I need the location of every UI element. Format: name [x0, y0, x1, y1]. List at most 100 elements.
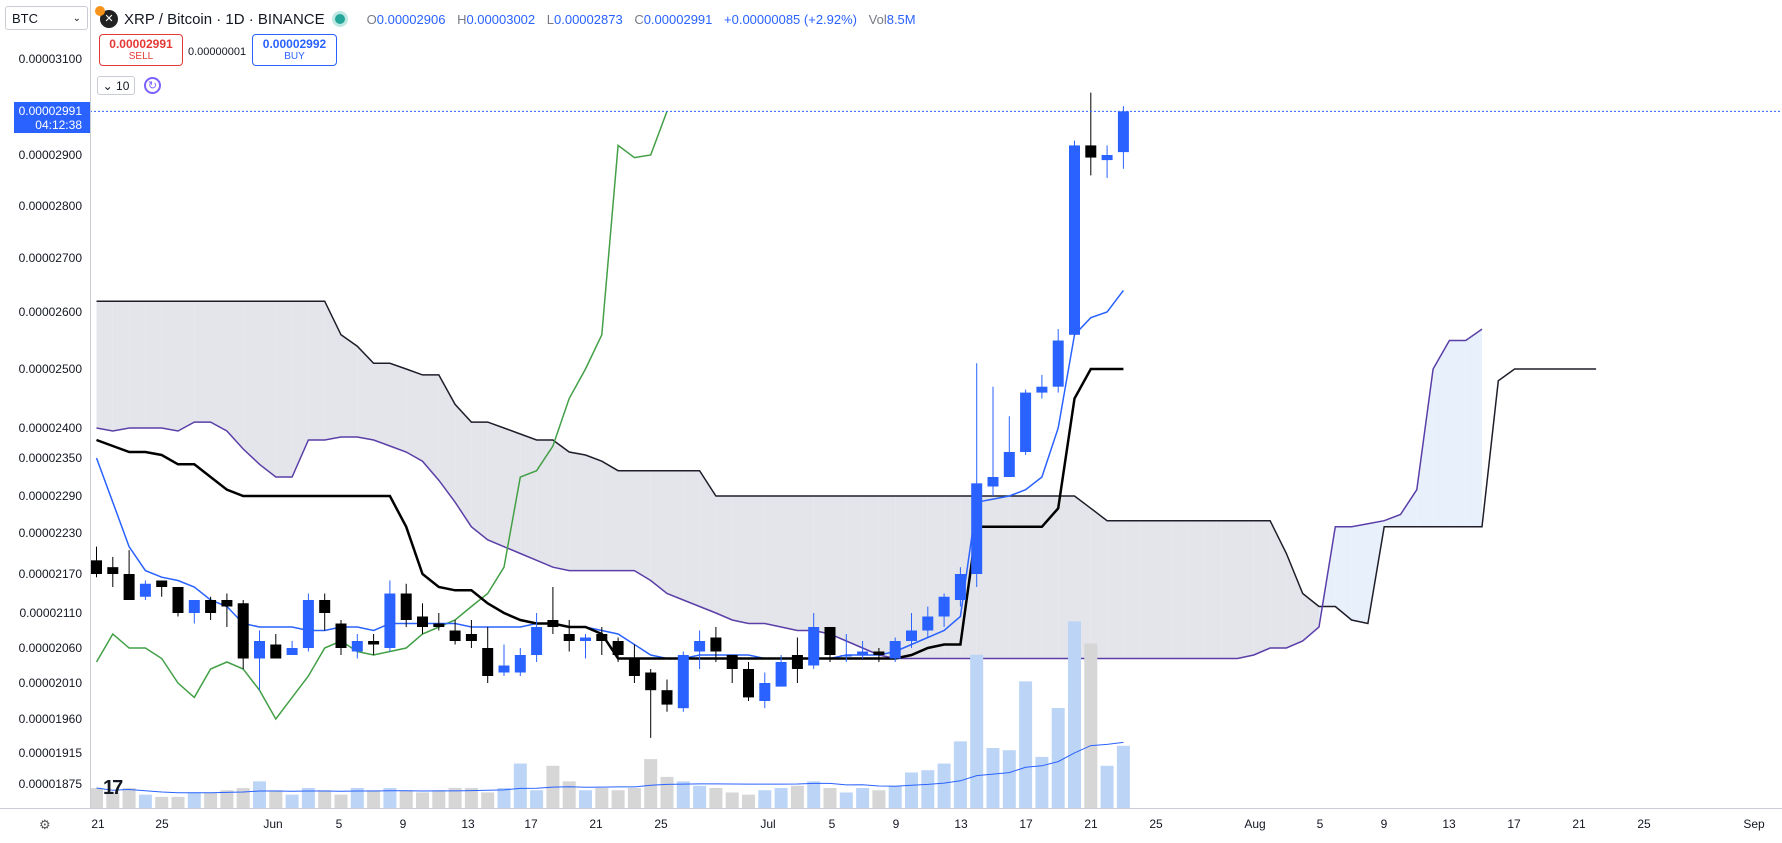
- candle: [726, 655, 738, 683]
- time-tick-label: 21: [91, 817, 105, 831]
- symbol-select[interactable]: BTC ⌄: [5, 6, 88, 30]
- cloud-segment: [226, 301, 244, 449]
- candle-body: [824, 627, 836, 655]
- candle: [286, 641, 298, 655]
- volume-bar: [1051, 708, 1065, 808]
- volume-bar: [742, 794, 755, 808]
- candle-body: [172, 587, 184, 613]
- symbol-title[interactable]: XRP / Bitcoin · 1D · BINANCE: [124, 10, 325, 28]
- cloud-segment: [650, 470, 667, 594]
- price-tick-label: 0.00002400: [19, 421, 83, 435]
- cloud-segment: [1400, 489, 1417, 527]
- time-tick-label: Jul: [760, 817, 775, 831]
- volume-bar: [1002, 750, 1016, 808]
- candle-body: [498, 665, 510, 673]
- cloud-segment: [1465, 329, 1482, 527]
- time-tick-label: 21: [1084, 817, 1098, 831]
- cloud-segment: [634, 470, 651, 581]
- price-tick-label: 0.00002110: [19, 606, 82, 620]
- volume-bar: [921, 770, 935, 808]
- volume-bar: [481, 792, 495, 808]
- volume-bar: [497, 788, 511, 808]
- cloud-segment: [96, 301, 113, 431]
- candle-body: [368, 641, 380, 645]
- candle: [873, 648, 885, 662]
- xrp-btc-icon: ✕: [95, 6, 118, 28]
- volume-bar: [709, 788, 723, 808]
- volume-bar: [986, 748, 1000, 808]
- volume-bar: [970, 654, 984, 808]
- time-tick-label: 25: [155, 817, 169, 831]
- sell-price: 0.00002991: [109, 37, 173, 51]
- low-value: 0.00002873: [554, 11, 623, 27]
- open-value: 0.00002906: [376, 11, 446, 27]
- candle-body: [417, 616, 428, 627]
- candle-body: [987, 477, 999, 487]
- interval-select[interactable]: ⌄ 10: [97, 76, 135, 95]
- candle: [677, 651, 689, 712]
- candle-body: [808, 627, 820, 666]
- candle: [1101, 145, 1113, 178]
- tradingview-logo-icon[interactable]: 17: [103, 777, 123, 799]
- volume-bar: [334, 794, 348, 808]
- price-tick-label: 0.00002230: [19, 526, 83, 540]
- refresh-icon[interactable]: ↻: [144, 77, 161, 94]
- candle-body: [612, 641, 624, 655]
- candle: [482, 627, 494, 683]
- ichimoku-cloud: [96, 300, 1597, 660]
- cloud-segment: [1433, 340, 1450, 527]
- candle: [498, 644, 510, 676]
- volume-bar: [432, 790, 446, 808]
- price-tick-label: 0.00002170: [19, 567, 83, 581]
- time-tick-label: 17: [524, 817, 538, 831]
- cloud-segment: [438, 374, 456, 503]
- volume-bar: [448, 788, 462, 808]
- candle: [449, 620, 461, 645]
- cloud-segment: [1156, 520, 1173, 659]
- candle-body: [221, 600, 233, 607]
- volume-bar: [236, 788, 250, 808]
- candle: [612, 637, 624, 662]
- candle: [172, 587, 184, 617]
- candle-body: [645, 672, 657, 691]
- candle-body: [563, 634, 575, 641]
- high-value: 0.00003002: [466, 11, 536, 27]
- candle-body: [139, 583, 151, 597]
- candle-body: [547, 620, 559, 627]
- cloud-segment: [1221, 520, 1238, 659]
- cloud-segment: [455, 404, 472, 527]
- time-tick-label: 17: [1019, 817, 1033, 831]
- candle-body: [237, 603, 249, 659]
- candle: [335, 620, 347, 655]
- candle: [351, 634, 363, 659]
- market-status-icon[interactable]: [334, 14, 345, 24]
- volume-ma-line: [96, 741, 1124, 794]
- price-tick-label: 0.00002060: [19, 641, 83, 655]
- buy-button[interactable]: 0.00002992 BUY: [252, 34, 337, 66]
- time-axis[interactable]: 21 25 Jun 5 9 13 17 21 25 Jul 5 9 13 17 21 25 Aug 5 9 13 17 2…: [90, 808, 1782, 838]
- cloud-segment: [1302, 593, 1319, 641]
- chart-settings-button[interactable]: ⚙: [0, 808, 90, 838]
- cloud-segment: [210, 301, 227, 431]
- sell-button[interactable]: 0.00002991 SELL: [99, 34, 183, 66]
- candle: [906, 613, 917, 648]
- candle: [531, 613, 543, 662]
- cloud-segment: [422, 374, 439, 481]
- kijun-sen-line: [96, 367, 1124, 660]
- price-tick-label: 0.00002900: [19, 148, 83, 162]
- volume-bar: [1019, 681, 1033, 808]
- cloud-segment: [846, 496, 863, 648]
- candle-body: [1020, 392, 1032, 452]
- price-axis[interactable]: 0.00003100 0.00002900 0.00002800 0.00002700…: [0, 0, 91, 837]
- volume-bar: [595, 788, 609, 808]
- candle: [857, 641, 869, 659]
- buy-label: BUY: [284, 51, 305, 62]
- price-tick-label: 0.00002290: [19, 489, 83, 503]
- volume-bar: [953, 741, 967, 808]
- cloud-segment: [1172, 520, 1189, 659]
- volume-bar: [790, 785, 804, 808]
- cloud-segment: [487, 422, 504, 547]
- volume-bar: [106, 792, 120, 808]
- candle-body: [628, 658, 640, 676]
